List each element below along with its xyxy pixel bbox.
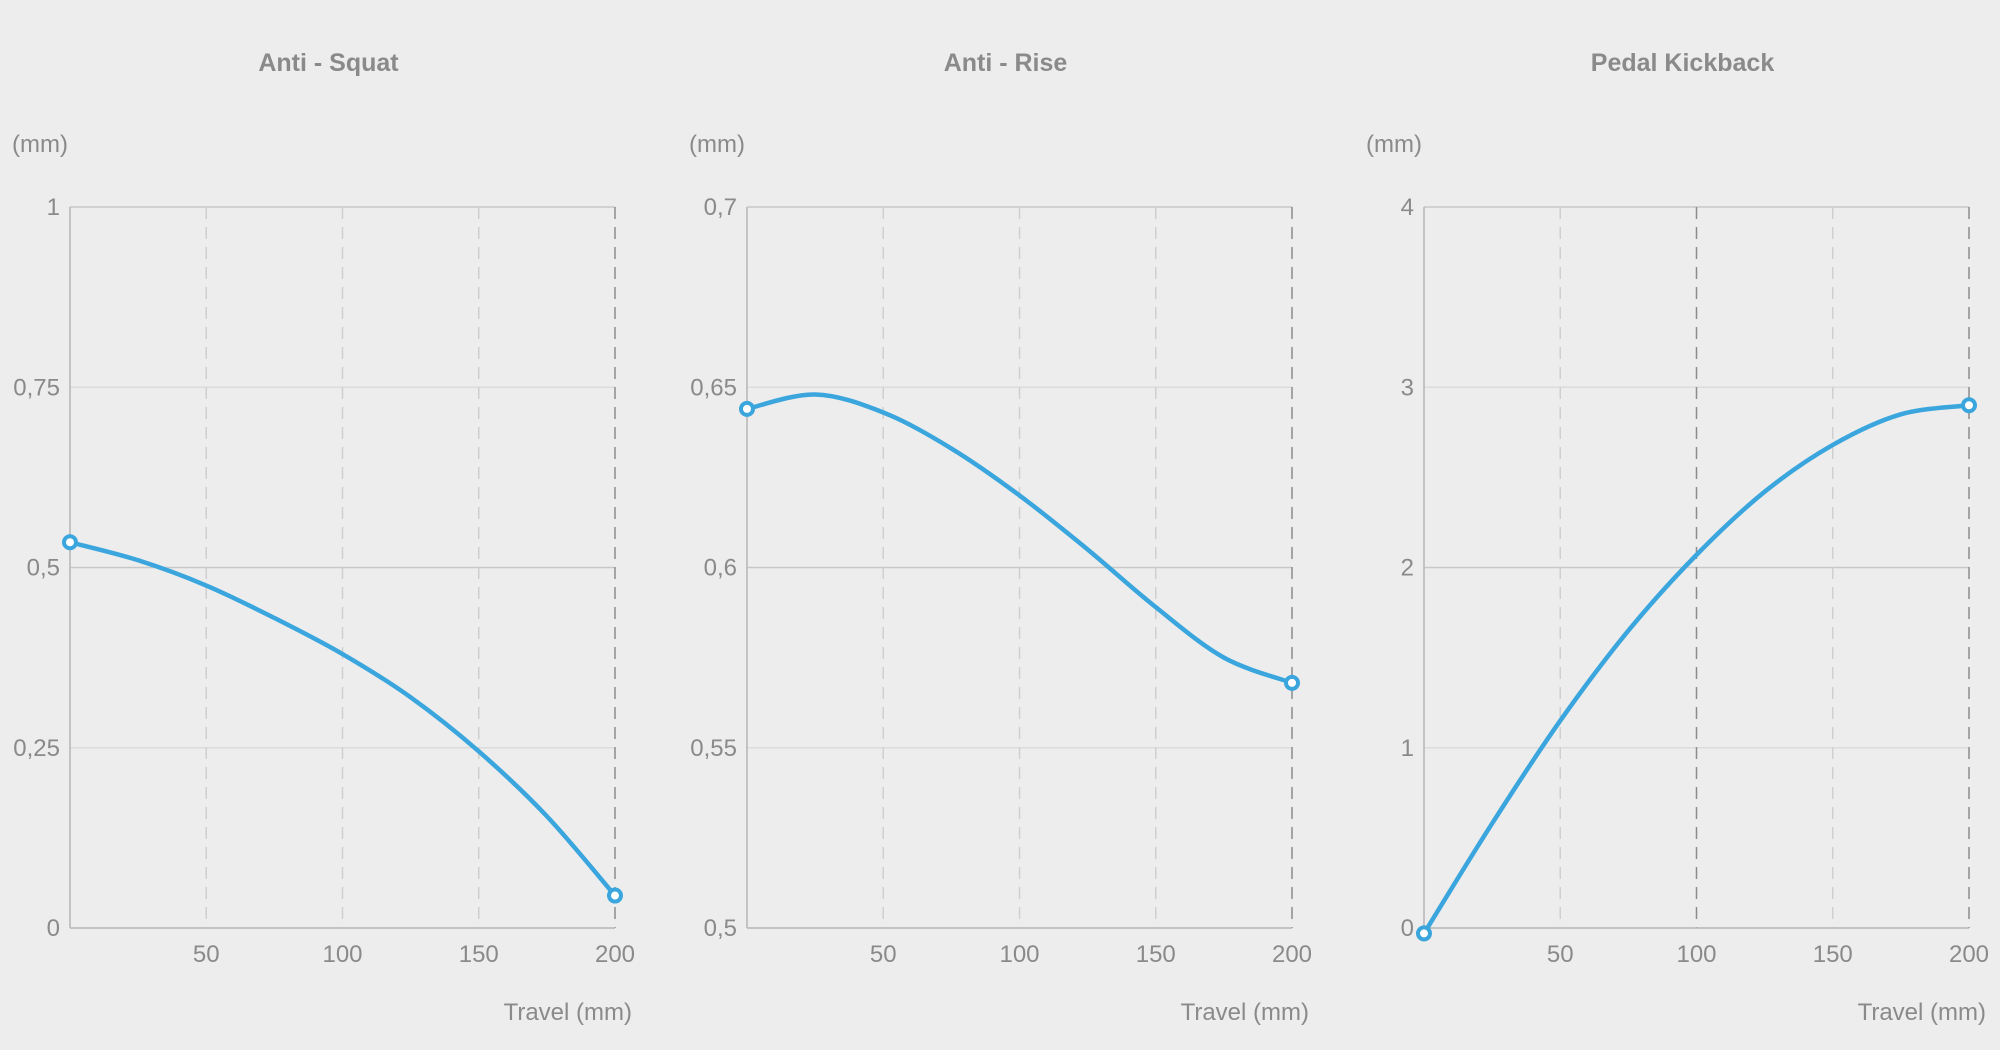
y-axis-unit: (mm) — [1366, 131, 1422, 158]
y-axis-unit: (mm) — [12, 131, 68, 158]
x-tick-label: 100 — [322, 941, 362, 968]
x-tick-label: 100 — [999, 941, 1039, 968]
y-tick-label: 0 — [1401, 915, 1414, 942]
x-tick-label: 150 — [1136, 941, 1176, 968]
data-point-start — [62, 534, 78, 551]
y-tick-label: 0,75 — [13, 374, 60, 401]
x-tick-label: 50 — [870, 941, 897, 968]
data-point-start — [739, 400, 755, 417]
data-point-end — [607, 887, 623, 904]
data-point-start — [1416, 925, 1432, 942]
chart-2: Anti - Rise (mm) 0,5 0,55 0,6 0,65 0,7 50 100 150… — [689, 49, 1312, 1026]
y-tick-label: 0,65 — [690, 374, 737, 401]
x-tick-label: 150 — [459, 941, 499, 968]
x-tick-label: 200 — [1272, 941, 1312, 968]
y-tick-label: 0,25 — [13, 735, 60, 762]
y-tick-label: 2 — [1401, 555, 1414, 582]
chart-title: Anti - Rise — [944, 49, 1068, 77]
y-tick-label: 0,5 — [704, 915, 737, 942]
x-tick-label: 50 — [193, 941, 220, 968]
y-tick-label: 0 — [47, 915, 60, 942]
x-tick-label: 200 — [1949, 941, 1989, 968]
y-tick-label: 0,55 — [690, 735, 737, 762]
y-tick-label: 0,5 — [27, 555, 60, 582]
y-tick-label: 0,7 — [704, 194, 737, 221]
y-tick-label: 1 — [1401, 735, 1414, 762]
y-axis-unit: (mm) — [689, 131, 745, 158]
y-tick-label: 1 — [47, 194, 60, 221]
x-axis-label: Travel (mm) — [1181, 999, 1309, 1026]
chart-3: Pedal Kickback (mm) 0 1 2 3 4 50 100 150 200 Travel… — [1366, 49, 1989, 1026]
data-point-end — [1961, 397, 1977, 414]
chart-title: Pedal Kickback — [1591, 49, 1775, 77]
x-axis-label: Travel (mm) — [504, 999, 632, 1026]
y-tick-label: 0,6 — [704, 555, 737, 582]
x-tick-label: 200 — [595, 941, 635, 968]
series-line — [1421, 403, 1972, 936]
x-tick-label: 150 — [1813, 941, 1853, 968]
x-axis-label: Travel (mm) — [1858, 999, 1986, 1026]
y-tick-label: 4 — [1401, 194, 1414, 221]
chart-title: Anti - Squat — [258, 49, 399, 77]
x-tick-label: 100 — [1676, 941, 1716, 968]
series-line — [744, 392, 1295, 686]
data-point-end — [1284, 674, 1300, 691]
series-line — [67, 540, 618, 898]
x-tick-label: 50 — [1547, 941, 1574, 968]
y-tick-label: 3 — [1401, 374, 1414, 401]
